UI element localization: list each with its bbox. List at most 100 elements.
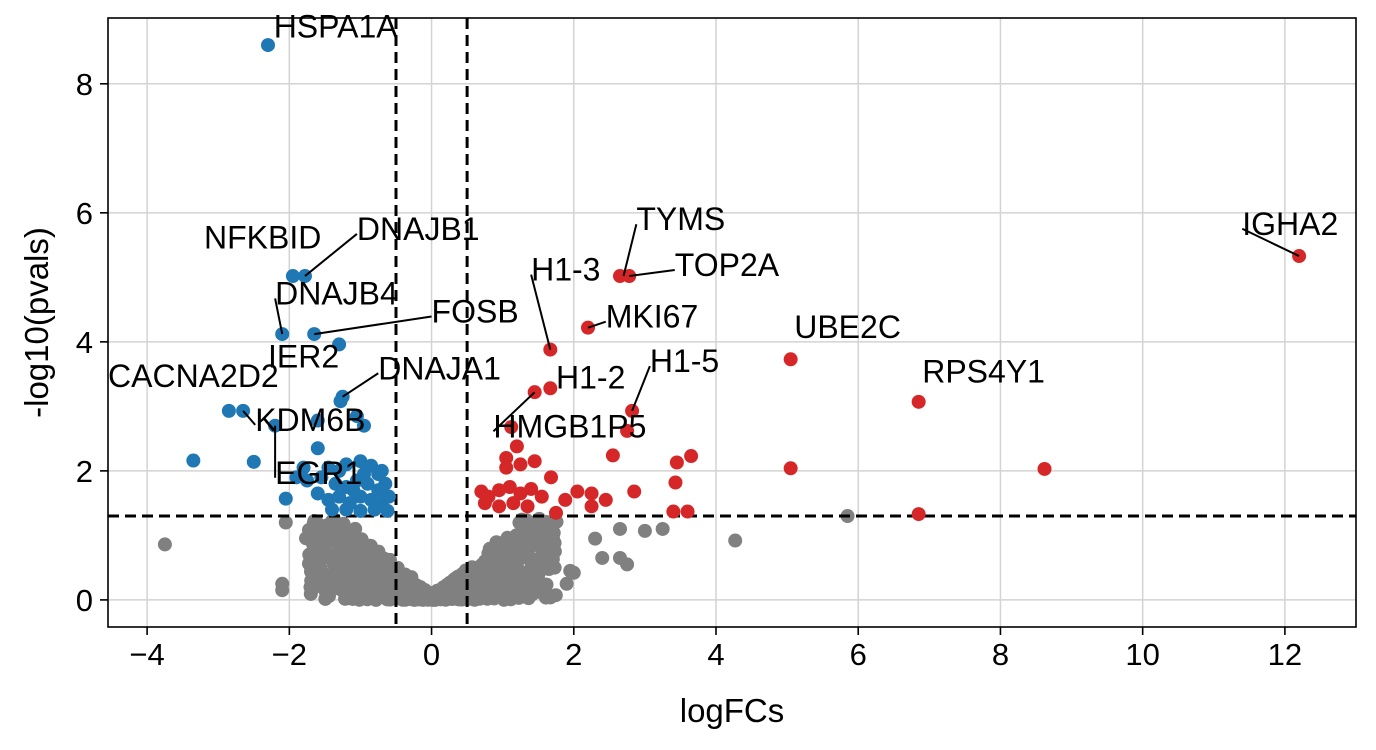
up-regulated-point <box>504 420 519 435</box>
down-regulated-point <box>371 467 386 482</box>
nonsignificant-point <box>522 535 537 550</box>
down-regulated-point <box>186 453 201 468</box>
annotation-leader-line <box>622 224 638 277</box>
nonsignificant-point <box>331 561 346 576</box>
annotation-leader-line <box>492 391 536 433</box>
annotation-leader-line <box>242 410 256 426</box>
threshold-lines <box>108 18 1356 627</box>
up-regulated-point <box>684 449 699 464</box>
nonsignificant-point <box>541 545 556 560</box>
up-regulated-point <box>543 381 558 396</box>
nonsignificant-point <box>474 581 489 596</box>
nonsignificant-point <box>492 536 507 551</box>
nonsignificant-point <box>655 521 670 536</box>
y-tick-label: 2 <box>76 454 93 489</box>
up-regulated-point <box>506 496 521 511</box>
x-tick-label: 6 <box>850 637 867 672</box>
down-regulated-point <box>321 460 336 475</box>
up-regulated-point <box>499 450 514 465</box>
down-regulated-point <box>381 489 396 504</box>
nonsignificant-point <box>318 518 333 533</box>
x-axis-ticks: −4 −2 0 2 4 6 8 10 12 <box>129 627 1302 672</box>
nonsignificant-point <box>463 564 478 579</box>
nonsignificant-point <box>350 549 365 564</box>
annotation-leader-line <box>274 298 284 335</box>
x-tick-label: 8 <box>992 637 1009 672</box>
x-tick-label: 2 <box>565 637 582 672</box>
nonsignificant-point <box>504 579 519 594</box>
down-regulated-point <box>296 460 311 475</box>
y-tick-label: 6 <box>76 196 93 231</box>
gene-label: CACNA2D2 <box>108 358 279 394</box>
up-regulated-point <box>620 423 635 438</box>
up-regulated-point <box>513 457 528 472</box>
up-regulated-point <box>783 461 798 476</box>
down-regulated-point <box>328 476 343 491</box>
annotation-leader-line <box>1241 227 1300 257</box>
nonsignificant-point <box>394 578 409 593</box>
nonsignificant-point <box>501 562 516 577</box>
nonsignificant-point <box>371 548 386 563</box>
up-regulated-point <box>477 496 492 511</box>
gene-label: IGHA2 <box>1242 206 1338 242</box>
up-regulated-point <box>527 454 542 469</box>
annotation-leader-line <box>629 269 675 278</box>
gridlines <box>108 18 1356 627</box>
up-regulated-point <box>680 504 695 519</box>
up-regulated-point <box>534 489 549 504</box>
annotation-leader-line <box>530 274 552 350</box>
down-regulated-point <box>346 483 361 498</box>
up-regulated-point <box>605 448 620 463</box>
down-regulated-point <box>333 394 348 409</box>
nonsignificant-point <box>538 584 553 599</box>
nonsignificant-point <box>301 523 316 538</box>
nonsignificant-point <box>474 564 489 579</box>
up-regulated-point <box>509 439 524 454</box>
x-tick-label: 12 <box>1268 637 1302 672</box>
nonsignificant-point <box>424 591 439 606</box>
down-regulated-point <box>285 269 300 284</box>
gene-label: UBE2C <box>794 309 901 345</box>
plot-frame <box>107 17 1357 628</box>
nonsignificant-point <box>440 577 455 592</box>
up-regulated-point <box>558 492 573 507</box>
down-regulated-point <box>332 463 347 478</box>
y-axis-label: -log10(pvals) <box>18 227 55 418</box>
nonsignificant-point <box>321 589 336 604</box>
y-axis-ticks: 0 2 4 6 8 <box>76 67 108 618</box>
nonsignificant-point <box>728 533 743 548</box>
nonsignificant-point <box>637 523 652 538</box>
down-regulated-point <box>357 418 371 433</box>
nonsignificant-point <box>333 582 348 597</box>
down-regulated-point <box>325 502 339 517</box>
x-tick-label: −4 <box>129 637 164 672</box>
x-tick-label: −2 <box>272 637 307 672</box>
up-regulated-point <box>499 460 514 475</box>
up-regulated-point <box>513 486 528 501</box>
nonsignificant-point <box>512 515 527 530</box>
nonsignificant-point <box>314 549 329 564</box>
gene-label: DNAJA1 <box>378 350 501 386</box>
nonsignificant-point <box>546 532 561 547</box>
down-regulated-point <box>314 470 329 485</box>
nonsignificant-point <box>613 521 627 536</box>
down-regulated-point <box>349 409 364 424</box>
down-regulated-point <box>378 476 393 491</box>
up-regulated-point <box>492 499 507 514</box>
gene-label: NFKBID <box>204 219 321 255</box>
gene-label: H1-2 <box>556 359 625 395</box>
nonsignificant-point <box>520 524 535 539</box>
up-regulated-point <box>1037 461 1052 476</box>
nonsignificant-point <box>366 559 381 574</box>
nonsignificant-point <box>559 576 574 591</box>
significant-points <box>186 38 1307 522</box>
down-regulated-point <box>300 473 315 488</box>
nonsignificant-point <box>347 566 362 581</box>
down-regulated-point <box>221 403 236 418</box>
gene-label: TOP2A <box>675 247 780 283</box>
down-regulated-point <box>310 413 325 428</box>
annotation-leader-line <box>342 372 379 398</box>
nonsignificant-point <box>275 583 290 598</box>
nonsignificant-point <box>303 564 318 579</box>
up-regulated-point <box>598 492 613 507</box>
